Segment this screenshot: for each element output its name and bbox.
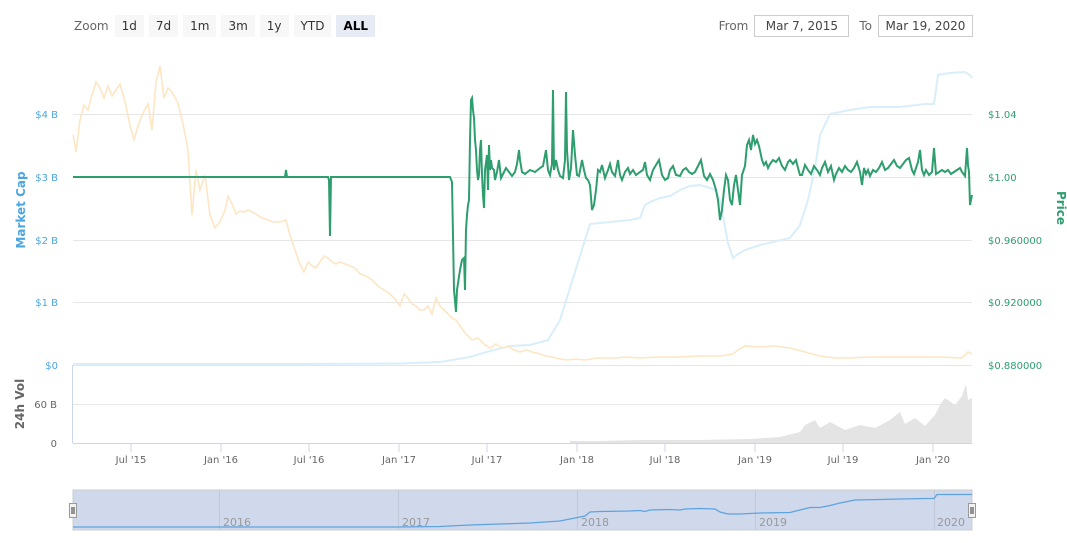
market-cap-series	[73, 70, 973, 365]
range-button-3m[interactable]: 3m	[221, 15, 255, 37]
svg-text:Jan '20: Jan '20	[915, 455, 950, 466]
navigator-series	[73, 493, 972, 528]
svg-text:Jul '17: Jul '17	[471, 455, 503, 466]
svg-text:Jul '16: Jul '16	[293, 455, 325, 466]
svg-text:2020: 2020	[937, 516, 965, 529]
range-selector: Zoom 1d 7d 1m 3m 1y YTD ALL	[74, 15, 380, 37]
price-series	[73, 89, 973, 313]
svg-text:Jul '15: Jul '15	[115, 455, 147, 466]
x-axis: Jul '15 Jan '16 Jul '16 Jan '17 Jul '17 …	[73, 443, 972, 466]
left-axis: $4 B $3 B $2 B $1 B $0 Market Cap	[14, 110, 58, 372]
svg-text:$1.00: $1.00	[988, 173, 1017, 184]
svg-text:Jan '16: Jan '16	[203, 455, 238, 466]
svg-text:Jan '17: Jan '17	[381, 455, 416, 466]
right-axis: $1.04 $1.00 $0.960000 $0.920000 $0.88000…	[988, 110, 1067, 372]
range-button-ytd[interactable]: YTD	[293, 15, 332, 37]
svg-text:$0: $0	[45, 361, 58, 372]
svg-text:$0.880000: $0.880000	[988, 361, 1042, 372]
to-date-input[interactable]	[878, 15, 973, 37]
svg-text:$0.960000: $0.960000	[988, 236, 1042, 247]
range-button-1d[interactable]: 1d	[114, 15, 144, 37]
svg-text:$1 B: $1 B	[35, 298, 58, 309]
svg-text:2018: 2018	[581, 516, 609, 529]
svg-text:$0.920000: $0.920000	[988, 298, 1042, 309]
svg-text:Jul '19: Jul '19	[827, 455, 859, 466]
navigator[interactable]: 2016 2017 2018 2019 2020	[69, 489, 976, 531]
svg-text:60 B: 60 B	[34, 400, 57, 411]
from-date-input[interactable]	[754, 15, 850, 37]
svg-text:2016: 2016	[223, 516, 251, 529]
navigator-mask[interactable]	[72, 489, 973, 531]
grid	[73, 114, 972, 405]
svg-text:0: 0	[51, 439, 57, 450]
range-button-1y[interactable]: 1y	[259, 15, 289, 37]
navigator-handle-right[interactable]	[968, 503, 976, 518]
svg-text:Jul '18: Jul '18	[649, 455, 681, 466]
svg-text:$1.04: $1.04	[988, 110, 1017, 121]
range-button-7d[interactable]: 7d	[148, 15, 179, 37]
date-range: From To	[709, 15, 973, 37]
volume-axis-title: 24h Vol	[13, 379, 27, 429]
svg-text:2017: 2017	[402, 516, 430, 529]
from-label: From	[718, 19, 749, 33]
zoom-label: Zoom	[74, 19, 109, 33]
navigator-handle-left[interactable]	[69, 503, 77, 518]
svg-text:2019: 2019	[759, 516, 787, 529]
svg-text:Jan '19: Jan '19	[737, 455, 772, 466]
to-label: To	[859, 19, 872, 33]
left-axis-title: Market Cap	[14, 171, 28, 249]
svg-text:$3 B: $3 B	[35, 173, 58, 184]
volume-axis: 60 B 0 24h Vol	[13, 365, 73, 450]
svg-text:$4 B: $4 B	[35, 110, 58, 121]
svg-text:$2 B: $2 B	[35, 236, 58, 247]
btc-series	[72, 65, 973, 361]
range-button-1m[interactable]: 1m	[183, 15, 217, 37]
range-button-all[interactable]: ALL	[336, 15, 376, 37]
right-axis-title: Price	[1054, 191, 1067, 225]
volume-series	[570, 384, 972, 443]
svg-text:Jan '18: Jan '18	[559, 455, 594, 466]
